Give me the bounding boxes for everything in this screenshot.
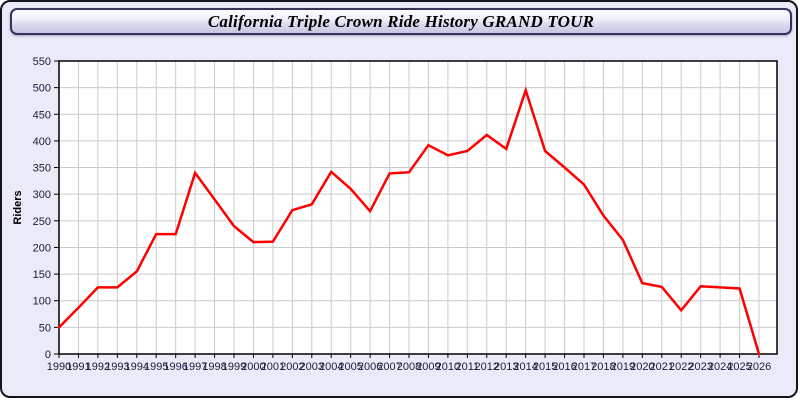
svg-text:2002: 2002 [280,361,304,373]
chart-title: California Triple Crown Ride History GRA… [207,11,595,31]
svg-text:2014: 2014 [513,361,537,373]
svg-text:2026: 2026 [747,361,771,373]
svg-text:2004: 2004 [319,361,343,373]
svg-text:400: 400 [33,136,51,148]
svg-text:2010: 2010 [436,361,460,373]
svg-text:2016: 2016 [552,361,576,373]
svg-text:1991: 1991 [66,361,90,373]
svg-text:2015: 2015 [533,361,557,373]
svg-text:2025: 2025 [727,361,751,373]
data-line-riders [57,86,761,356]
svg-text:2017: 2017 [572,361,596,373]
svg-text:200: 200 [33,242,51,254]
svg-text:2001: 2001 [261,361,285,373]
svg-text:2011: 2011 [456,361,480,373]
svg-text:2018: 2018 [591,361,615,373]
svg-text:1994: 1994 [125,361,149,373]
plot-area [59,61,777,354]
svg-text:0: 0 [45,349,51,361]
plot-border [58,60,778,355]
gridlines [59,61,777,354]
svg-text:2000: 2000 [241,361,265,373]
svg-text:50: 50 [39,322,51,334]
svg-text:2012: 2012 [475,361,499,373]
svg-text:2003: 2003 [300,361,324,373]
svg-text:1999: 1999 [222,361,246,373]
svg-text:2007: 2007 [377,361,401,373]
svg-text:1990: 1990 [47,361,71,373]
svg-text:2009: 2009 [416,361,440,373]
svg-text:1992: 1992 [86,361,110,373]
svg-text:1996: 1996 [163,361,187,373]
svg-text:1993: 1993 [105,361,129,373]
svg-text:250: 250 [33,216,51,228]
svg-text:2008: 2008 [397,361,421,373]
svg-text:1998: 1998 [202,361,226,373]
svg-text:2023: 2023 [688,361,712,373]
svg-text:2013: 2013 [494,361,518,373]
svg-text:100: 100 [33,296,51,308]
svg-text:2022: 2022 [669,361,693,373]
svg-text:2021: 2021 [650,361,674,373]
svg-text:2019: 2019 [611,361,635,373]
svg-text:2024: 2024 [708,361,732,373]
svg-text:450: 450 [33,109,51,121]
svg-text:1995: 1995 [144,361,168,373]
svg-text:300: 300 [33,189,51,201]
svg-text:500: 500 [33,83,51,95]
svg-text:1997: 1997 [183,361,207,373]
svg-text:2020: 2020 [630,361,654,373]
y-axis-labels: 0 50 100 150 200 250 300 350 400 450 500 550 [33,56,51,361]
svg-text:2006: 2006 [358,361,382,373]
chart-title-bar: California Triple Crown Ride History GRA… [10,8,792,35]
y-axis-title: Riders [12,190,24,224]
svg-text:350: 350 [33,163,51,175]
svg-text:2005: 2005 [338,361,362,373]
x-axis-labels: 1990199119921993199419951996199719981999… [47,361,771,373]
axis-ticks [54,60,760,358]
svg-text:550: 550 [33,56,51,68]
svg-text:150: 150 [33,269,51,281]
